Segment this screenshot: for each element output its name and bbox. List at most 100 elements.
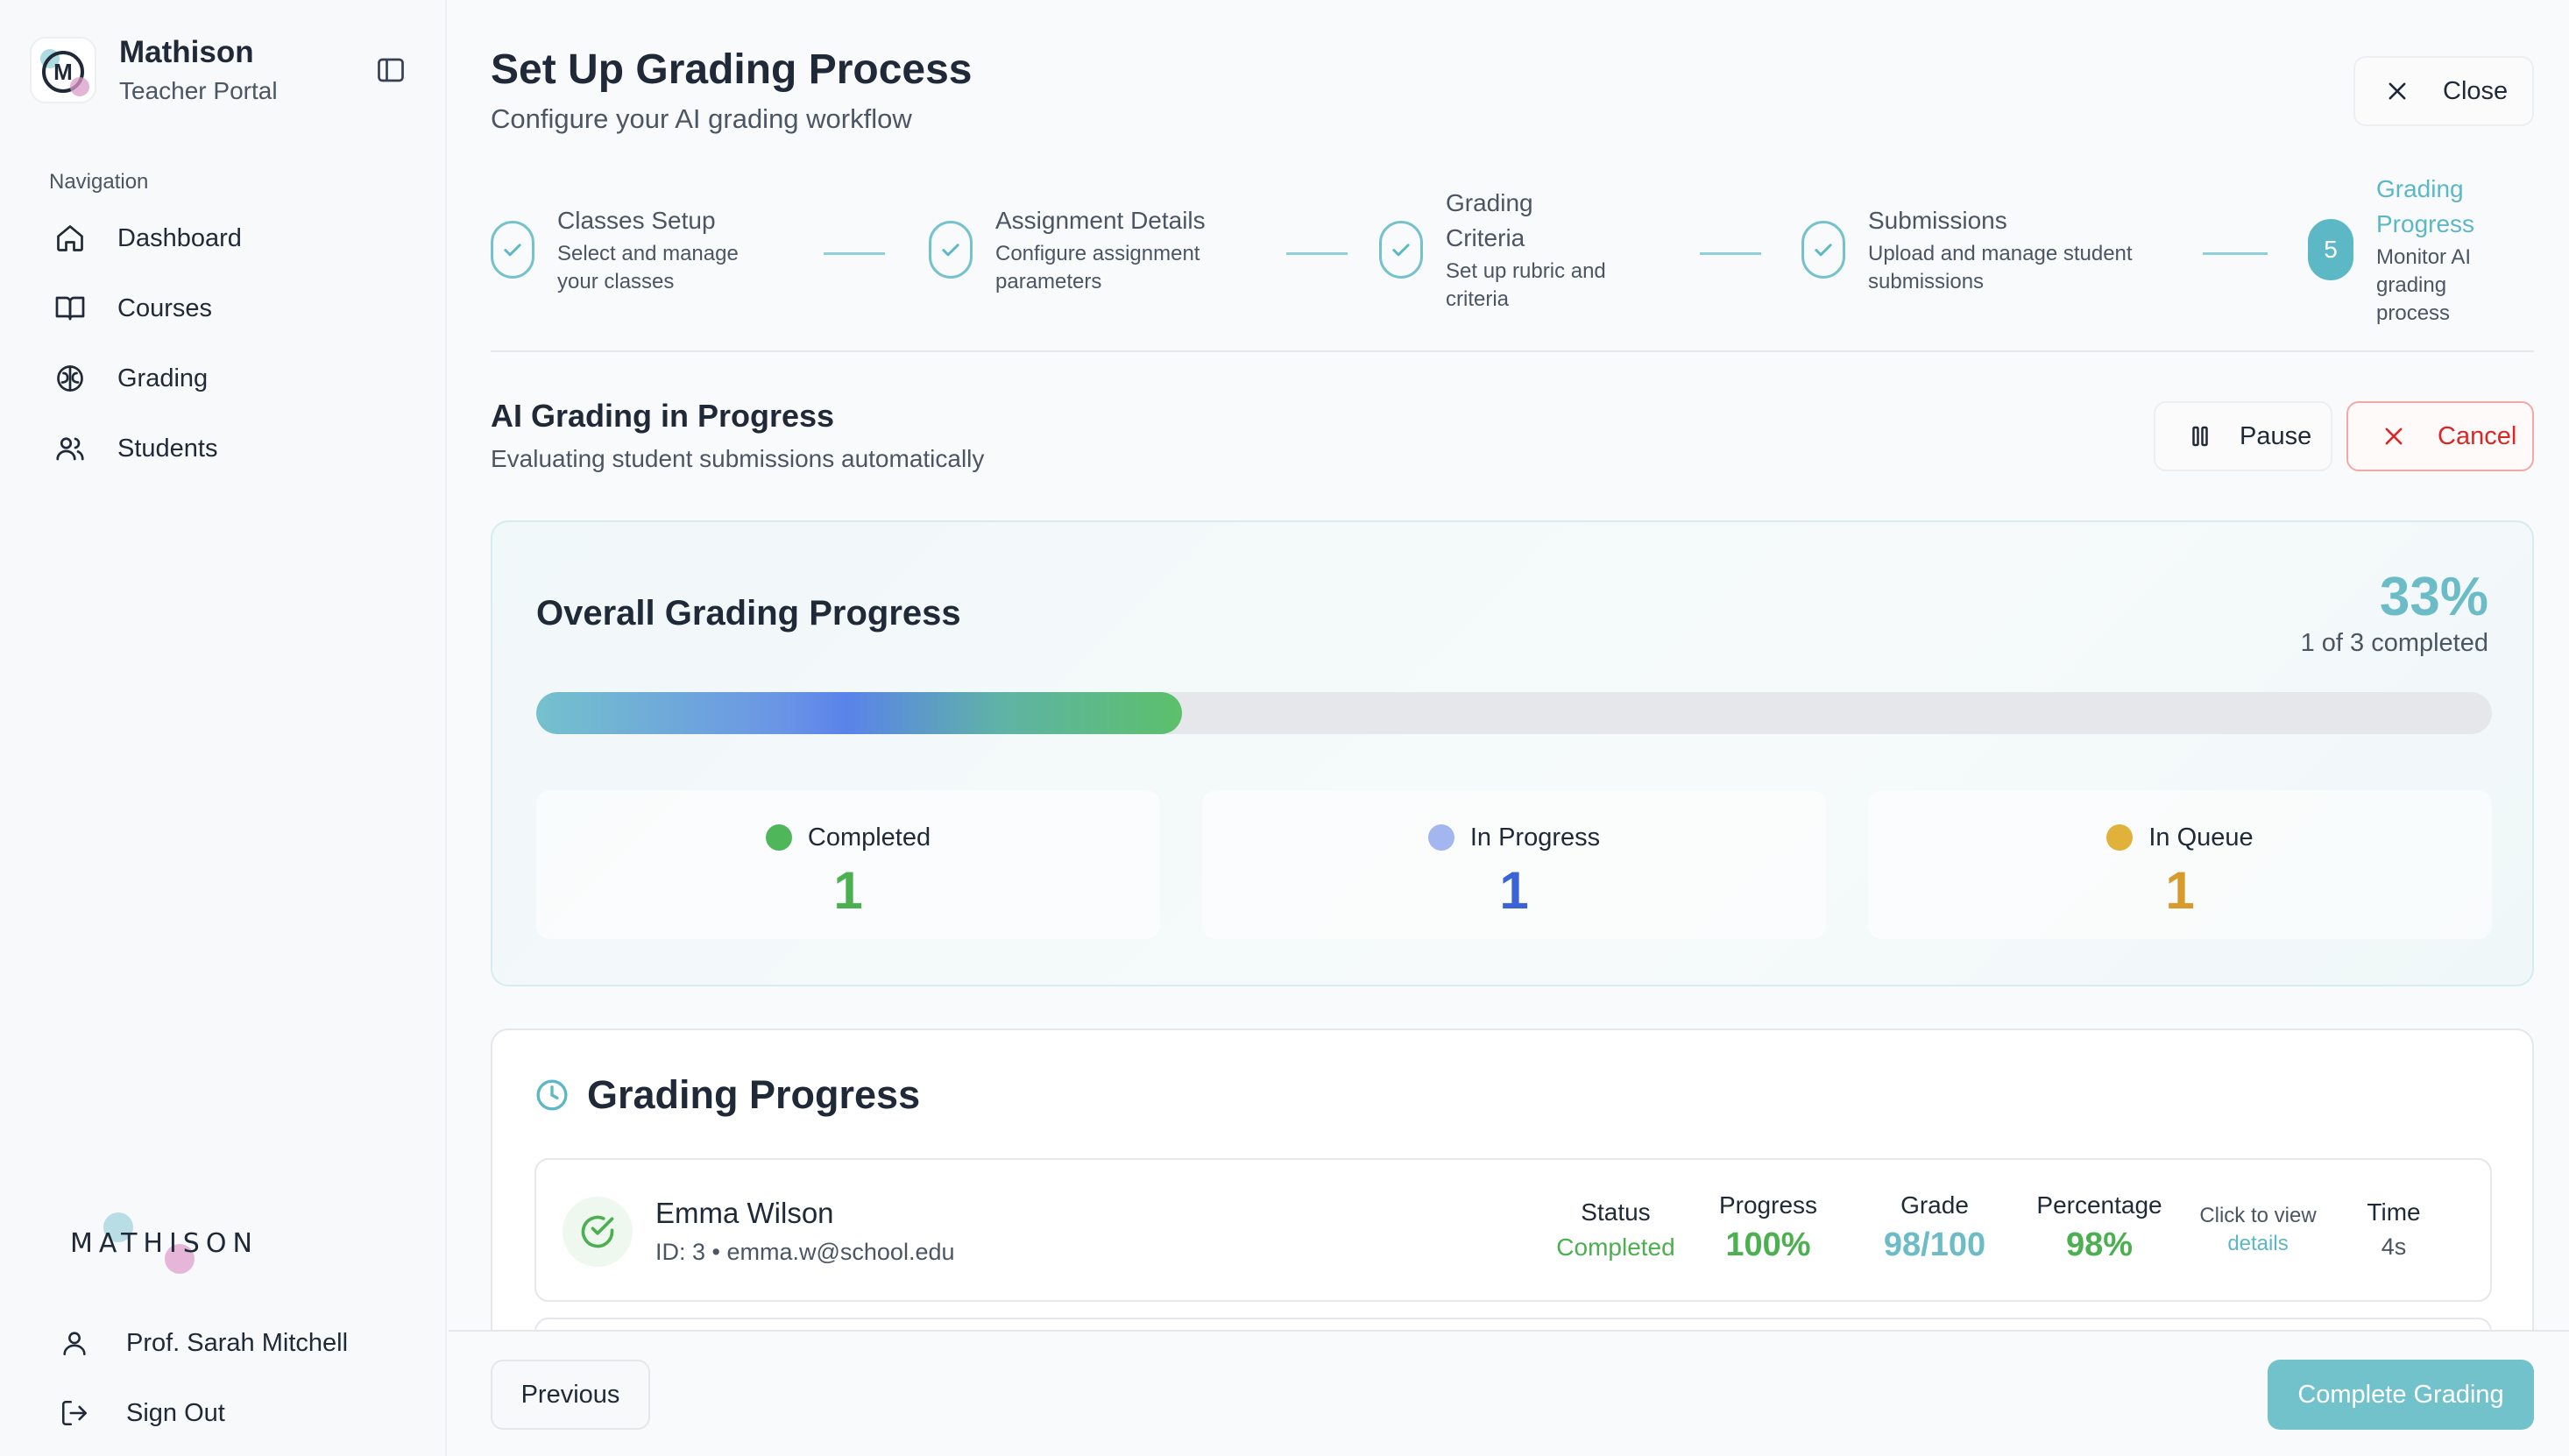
footer-bar: Previous Complete Grading bbox=[449, 1330, 2569, 1456]
status-value: Completed bbox=[1556, 1233, 1675, 1261]
step-connector bbox=[1700, 252, 1761, 255]
step-desc: Upload and manage student bbox=[1868, 242, 2133, 265]
section-title: AI Grading in Progress bbox=[491, 398, 835, 434]
step-connector bbox=[2203, 252, 2268, 255]
sidebar-item-courses[interactable]: Courses bbox=[35, 273, 421, 343]
cancel-label: Cancel bbox=[2438, 421, 2517, 450]
sidebar-item-label: Courses bbox=[117, 293, 212, 322]
progress-header: Progress bbox=[1718, 1191, 1818, 1219]
pause-label: Pause bbox=[2240, 421, 2312, 450]
close-button[interactable]: Close bbox=[2353, 56, 2534, 126]
users-icon bbox=[56, 437, 84, 461]
percentage-value: 98% bbox=[2065, 1226, 2134, 1263]
overall-progress-bar bbox=[536, 692, 2492, 734]
check-icon bbox=[1392, 244, 1410, 257]
overall-progress-title: Overall Grading Progress bbox=[536, 594, 961, 633]
close-icon bbox=[2389, 82, 2406, 100]
step-submissions[interactable]: Submissions Upload and manage student su… bbox=[1801, 184, 2133, 315]
pause-button[interactable]: Pause bbox=[2154, 401, 2332, 471]
page-subtitle: Configure your AI grading workflow bbox=[491, 103, 912, 134]
stat-completed: Completed 1 bbox=[536, 790, 1160, 939]
step-classes-setup[interactable]: Classes Setup Select and manage your cla… bbox=[491, 184, 739, 315]
home-icon bbox=[57, 225, 83, 251]
brand-logo: M bbox=[30, 37, 96, 103]
stat-in-progress: In Progress 1 bbox=[1202, 790, 1826, 939]
step-check bbox=[1379, 221, 1423, 279]
user-name: Prof. Sarah Mitchell bbox=[126, 1328, 349, 1357]
sign-out-icon bbox=[61, 1400, 88, 1426]
step-title: Grading bbox=[1446, 189, 1533, 216]
brand-name: Mathison bbox=[119, 35, 254, 69]
completed-status-icon bbox=[563, 1197, 633, 1267]
grade-value: 98/100 bbox=[1883, 1226, 1986, 1263]
stat-label: In Progress bbox=[1469, 823, 1601, 852]
main-content: Set Up Grading Process Configure your AI… bbox=[449, 0, 2569, 1456]
step-desc: criteria bbox=[1446, 287, 1510, 311]
stat-value: 1 bbox=[833, 861, 863, 920]
stat-in-queue: In Queue 1 bbox=[1868, 790, 2492, 939]
stat-value: 1 bbox=[2165, 861, 2195, 920]
step-title: Classes Setup bbox=[557, 207, 716, 234]
sidebar: M Mathison Teacher Portal Navigation Das… bbox=[0, 0, 447, 1456]
logo-letter: M bbox=[42, 51, 84, 93]
pause-icon bbox=[2192, 426, 2208, 447]
progress-value: 100% bbox=[1725, 1226, 1811, 1263]
details-text: details bbox=[2227, 1232, 2289, 1255]
table-row[interactable]: Emma Wilson ID: 3 • emma.w@school.edu St… bbox=[534, 1158, 2492, 1302]
step-check bbox=[491, 221, 534, 279]
grading-progress-title: Grading Progress bbox=[587, 1072, 921, 1117]
footer-logo: MATHISON bbox=[70, 1209, 298, 1279]
section-subtitle: Evaluating student submissions automatic… bbox=[491, 445, 985, 472]
sidebar-item-label: Grading bbox=[117, 364, 209, 392]
step-check bbox=[1801, 221, 1845, 279]
time-value: 4s bbox=[2381, 1233, 2407, 1260]
step-title: Grading Progress bbox=[2376, 175, 2475, 237]
details-text: Click to view bbox=[2199, 1204, 2317, 1227]
sidebar-nav: Dashboard Courses Grading Students bbox=[35, 203, 421, 484]
step-assignment-details[interactable]: Assignment Details Configure assignment … bbox=[929, 184, 1206, 315]
complete-grading-button[interactable]: Complete Grading bbox=[2268, 1360, 2534, 1430]
brand-subtitle: Teacher Portal bbox=[119, 77, 278, 104]
sidebar-item-students[interactable]: Students bbox=[35, 413, 421, 484]
status-column: Status Completed bbox=[1537, 1198, 1695, 1262]
step-desc: process bbox=[2376, 301, 2451, 325]
cancel-button[interactable]: Cancel bbox=[2346, 401, 2534, 471]
step-title: Submissions bbox=[1868, 207, 2007, 234]
step-grading-criteria[interactable]: Grading Criteria Set up rubric and crite… bbox=[1379, 184, 1606, 315]
step-connector bbox=[824, 252, 885, 255]
step-check bbox=[929, 221, 973, 279]
step-desc: your classes bbox=[557, 270, 675, 293]
sidebar-toggle-icon[interactable] bbox=[375, 54, 407, 86]
previous-button[interactable]: Previous bbox=[491, 1360, 650, 1430]
divider bbox=[491, 350, 2534, 352]
user-profile[interactable]: Prof. Sarah Mitchell bbox=[60, 1328, 348, 1358]
percentage-header: Percentage bbox=[2036, 1191, 2162, 1219]
close-icon bbox=[2385, 428, 2403, 445]
stat-label: In Queue bbox=[2148, 823, 2254, 852]
brand[interactable]: M Mathison Teacher Portal bbox=[30, 35, 278, 105]
percentage-column: Percentage 98% bbox=[2012, 1191, 2187, 1264]
status-dot bbox=[1427, 824, 1454, 851]
nav-heading: Navigation bbox=[49, 170, 149, 194]
overall-progress-card: Overall Grading Progress 33% 1 of 3 comp… bbox=[491, 520, 2534, 986]
sign-out-button[interactable]: Sign Out bbox=[60, 1398, 225, 1428]
stat-value: 1 bbox=[1499, 861, 1529, 920]
view-details-link[interactable]: Click to view details bbox=[2183, 1204, 2332, 1256]
status-dot bbox=[765, 824, 792, 851]
student-meta: ID: 3 • emma.w@school.edu bbox=[655, 1239, 955, 1265]
step-title: Assignment Details bbox=[995, 207, 1206, 234]
progress-column: Progress 100% bbox=[1689, 1191, 1847, 1264]
brain-icon bbox=[57, 365, 83, 392]
step-title: Criteria bbox=[1446, 224, 1525, 251]
book-icon bbox=[55, 296, 85, 321]
sidebar-item-dashboard[interactable]: Dashboard bbox=[35, 203, 421, 273]
time-header: Time bbox=[2367, 1198, 2421, 1226]
overall-progress-percent: 33% bbox=[2379, 567, 2488, 627]
sidebar-item-grading[interactable]: Grading bbox=[35, 343, 421, 413]
student-name: Emma Wilson bbox=[655, 1197, 834, 1229]
overall-progress-count: 1 of 3 completed bbox=[2300, 629, 2488, 657]
step-grading-progress[interactable]: 5 Grading Progress Monitor AI grading pr… bbox=[2308, 175, 2534, 325]
clock-icon bbox=[536, 1079, 568, 1111]
page-title: Set Up Grading Process bbox=[491, 46, 973, 93]
user-icon bbox=[63, 1332, 86, 1356]
